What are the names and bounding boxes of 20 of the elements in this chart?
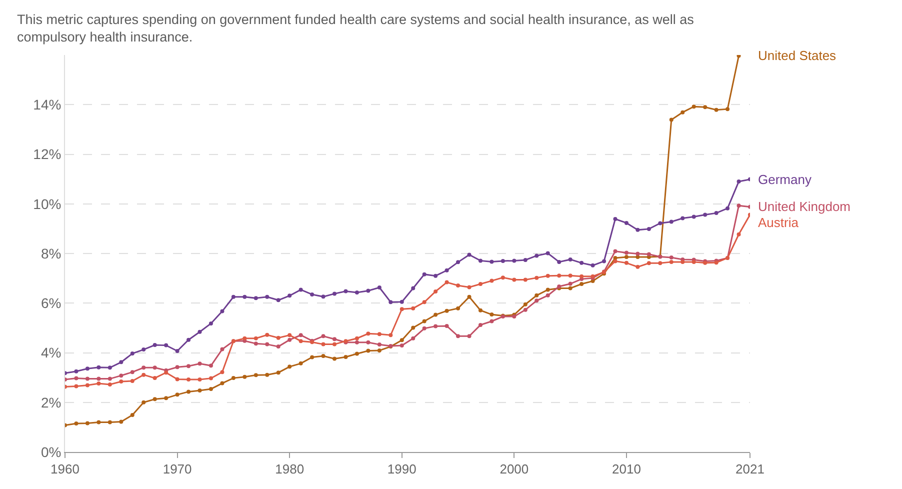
y-tick-label: 10% xyxy=(33,196,62,212)
series-label: Austria xyxy=(758,215,800,230)
series-label: Germany xyxy=(758,172,812,187)
y-tick-label: 8% xyxy=(40,245,62,262)
series-label: United Kingdom xyxy=(758,199,850,214)
y-tick-label: 4% xyxy=(40,344,62,361)
x-tick-label: 1970 xyxy=(162,462,192,477)
x-tick-label: 2000 xyxy=(500,462,529,477)
y-tick-label: 2% xyxy=(40,394,62,410)
series-label: United States xyxy=(758,48,837,63)
y-tick-label: 6% xyxy=(40,295,62,312)
y-tick-label: 14% xyxy=(33,96,62,113)
x-tick-label: 2010 xyxy=(612,462,641,477)
x-tick-label: 1990 xyxy=(387,462,416,477)
x-tick-label: 1960 xyxy=(50,462,80,477)
x-tick-label: 2021 xyxy=(736,462,764,477)
x-tick-label: 1980 xyxy=(275,462,304,477)
y-tick-label: 0% xyxy=(40,444,62,460)
chart-subtitle: This metric captures spending on government funded health care systems and social health insurance, as well as compulsory health insurance. xyxy=(17,12,694,45)
y-tick-label: 12% xyxy=(33,146,62,162)
